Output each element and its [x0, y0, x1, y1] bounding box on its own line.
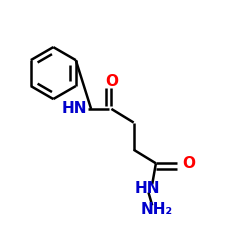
Text: NH₂: NH₂	[141, 202, 173, 216]
Text: HN: HN	[61, 102, 87, 116]
Text: O: O	[105, 74, 118, 89]
Text: O: O	[182, 156, 195, 171]
Text: HN: HN	[134, 180, 160, 196]
